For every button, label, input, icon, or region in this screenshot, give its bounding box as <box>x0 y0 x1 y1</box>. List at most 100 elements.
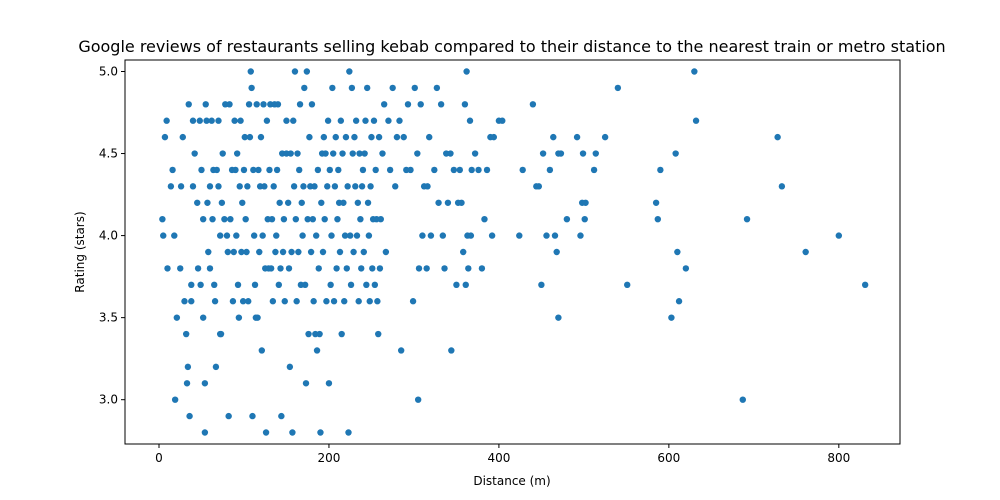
data-point <box>668 314 675 321</box>
data-point <box>268 215 276 223</box>
data-point <box>306 133 313 141</box>
data-point <box>471 150 479 157</box>
data-point <box>245 101 253 108</box>
data-point <box>295 248 302 256</box>
data-point <box>581 215 588 223</box>
y-axis-label: Rating (stars) <box>73 211 87 292</box>
data-point <box>329 84 336 92</box>
data-point <box>337 117 345 124</box>
data-point <box>332 133 339 141</box>
data-point <box>400 133 407 141</box>
data-point <box>460 248 467 256</box>
data-point <box>189 183 197 190</box>
data-point <box>341 298 348 305</box>
data-point <box>579 150 587 157</box>
data-point <box>386 166 394 174</box>
data-point <box>358 183 366 190</box>
data-point <box>303 68 311 75</box>
data-point <box>375 133 383 141</box>
data-point <box>292 215 300 223</box>
x-tick-label: 600 <box>657 451 680 465</box>
data-point <box>349 150 356 157</box>
data-point <box>291 68 299 75</box>
data-point <box>199 215 207 223</box>
data-point <box>481 215 488 223</box>
data-point <box>339 150 346 157</box>
data-point <box>458 199 465 206</box>
data-point <box>356 150 363 157</box>
data-point <box>205 248 212 256</box>
plot-area <box>124 59 901 445</box>
data-point <box>374 298 381 305</box>
data-point <box>307 248 315 256</box>
data-point <box>347 281 355 289</box>
data-point <box>330 298 338 305</box>
data-point <box>328 232 335 239</box>
data-point <box>431 166 438 174</box>
data-point <box>529 101 537 108</box>
data-point <box>181 298 188 305</box>
data-point <box>624 281 631 289</box>
data-point <box>354 199 362 206</box>
data-point <box>304 215 311 223</box>
data-point <box>242 215 249 223</box>
data-point <box>353 232 361 239</box>
data-point <box>555 314 562 321</box>
data-point <box>415 265 423 272</box>
data-point <box>244 183 251 190</box>
data-point <box>357 215 364 223</box>
data-point <box>299 232 306 239</box>
data-point <box>466 117 474 124</box>
data-point <box>229 298 237 305</box>
data-point <box>227 215 234 223</box>
data-point <box>302 380 310 387</box>
data-point <box>657 166 664 174</box>
data-point <box>409 298 417 305</box>
data-point <box>183 380 191 387</box>
data-point <box>236 183 243 190</box>
data-point <box>215 117 222 124</box>
data-point <box>269 298 277 305</box>
data-point <box>237 117 244 124</box>
data-point <box>296 166 303 174</box>
data-point <box>235 314 243 321</box>
data-point <box>461 101 469 108</box>
data-point <box>539 150 547 157</box>
data-point <box>216 232 224 239</box>
data-point <box>327 281 334 289</box>
data-point <box>318 199 325 206</box>
data-point <box>194 265 202 272</box>
data-point <box>333 265 340 272</box>
data-point <box>301 84 308 92</box>
data-point <box>414 150 421 157</box>
data-point <box>250 232 258 239</box>
data-point <box>164 265 171 272</box>
data-point <box>358 265 365 272</box>
data-point <box>182 330 190 338</box>
data-point <box>450 166 458 174</box>
data-point <box>546 166 554 174</box>
data-point <box>286 363 294 371</box>
y-tick-label: 4.5 <box>99 147 118 161</box>
data-point <box>284 199 292 206</box>
data-point <box>444 199 452 206</box>
data-point <box>253 101 260 108</box>
data-point <box>263 117 271 124</box>
data-point <box>371 281 379 289</box>
data-point <box>352 117 360 124</box>
data-point <box>167 183 175 190</box>
data-point <box>278 412 285 420</box>
y-tick-label: 5.0 <box>99 64 118 78</box>
data-point <box>221 215 228 223</box>
data-point <box>188 281 195 289</box>
chart-title: Google reviews of restaurants selling ke… <box>78 37 945 56</box>
x-tick-label: 400 <box>487 451 510 465</box>
data-point <box>563 215 571 223</box>
data-point <box>350 248 357 256</box>
data-point <box>255 166 262 174</box>
data-point <box>743 215 751 223</box>
data-point <box>478 265 486 272</box>
data-point <box>289 429 296 436</box>
data-point <box>288 248 295 256</box>
data-point <box>691 68 698 75</box>
